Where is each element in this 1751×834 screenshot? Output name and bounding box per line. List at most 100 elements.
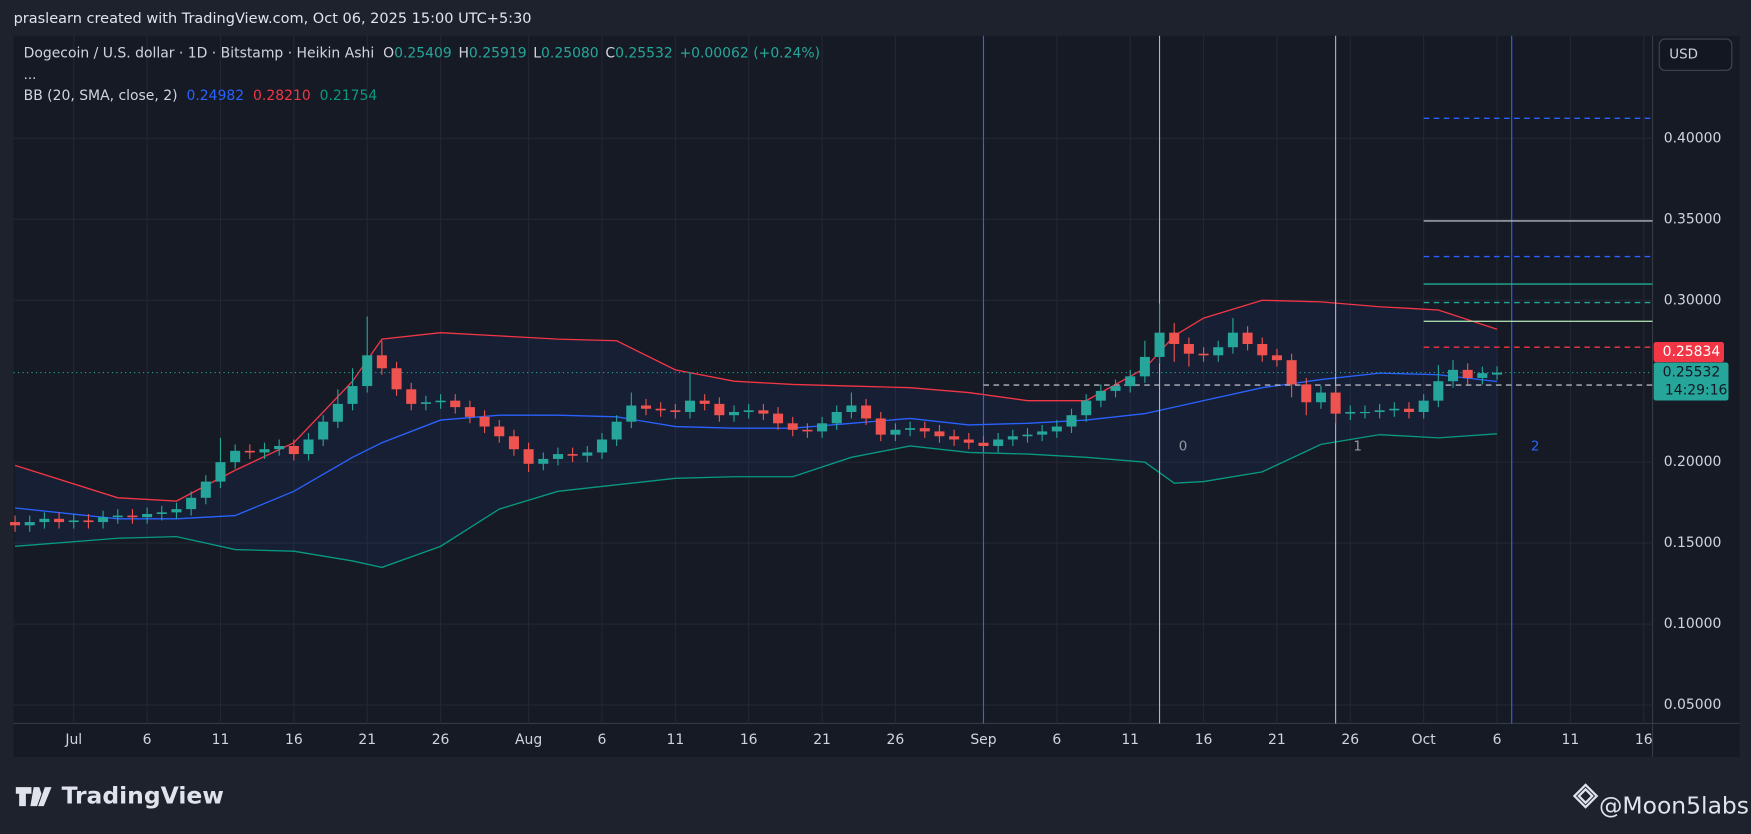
band-line <box>14 299 1498 502</box>
cycle-label: 2 <box>1531 439 1540 454</box>
candle-body <box>582 452 593 456</box>
candle-body <box>1477 373 1488 378</box>
x-tick-label: 26 <box>1341 732 1359 748</box>
candle-body <box>567 454 578 456</box>
candle-body <box>787 423 798 430</box>
ohlc-value: 0.25080 <box>541 46 599 62</box>
candle-body <box>743 410 754 412</box>
candle-body <box>230 450 241 463</box>
candle-body <box>1389 408 1400 411</box>
candle-body <box>274 445 285 450</box>
candle-body <box>817 423 828 432</box>
candle-body <box>1183 343 1194 354</box>
candle-body <box>54 518 65 523</box>
brand-logo <box>15 787 52 807</box>
candle-body <box>963 439 974 443</box>
candle-body <box>655 408 666 411</box>
candle-body <box>406 389 417 404</box>
x-tick-label: Sep <box>970 732 996 748</box>
x-tick-label: 11 <box>666 732 684 748</box>
candle-body <box>479 416 490 427</box>
x-tick-label: Aug <box>515 732 542 748</box>
candle-body <box>670 410 681 412</box>
candle-body <box>391 368 402 390</box>
time-axis <box>13 723 1740 757</box>
change: +0.00062 (+0.24%) <box>679 46 820 62</box>
candle-body <box>494 426 505 437</box>
candle-body <box>1110 386 1121 391</box>
marker-price: 0.25834 <box>1663 344 1721 360</box>
candle-body <box>142 513 153 518</box>
candle-body <box>1139 356 1150 377</box>
candle-body <box>68 520 79 523</box>
candle-body <box>846 405 857 412</box>
x-tick-label: 6 <box>1052 732 1061 748</box>
indicator-value: 0.24982 <box>186 88 244 104</box>
candle-body <box>523 449 534 464</box>
currency[interactable]: USD <box>1669 48 1698 63</box>
candle-body <box>112 515 123 518</box>
candle-body <box>1213 347 1224 356</box>
ohlc-label: H <box>458 46 468 62</box>
marker-price-box <box>1653 342 1725 363</box>
candle-body <box>1066 415 1077 427</box>
currency-button[interactable] <box>1658 38 1733 71</box>
ohlc-value: 0.25409 <box>394 46 452 62</box>
x-tick-label: Jul <box>64 732 82 748</box>
x-tick-label: 16 <box>285 732 303 748</box>
cycle-label: 1 <box>1353 439 1362 454</box>
y-tick-label: 0.20000 <box>1664 454 1722 470</box>
candle-body <box>127 515 138 518</box>
candle-body <box>1447 369 1459 382</box>
plot-area <box>13 35 1653 724</box>
candle-body <box>890 429 901 435</box>
ohlc-value: 0.25532 <box>615 46 673 62</box>
attribution: praslearn created with TradingView.com, … <box>14 11 532 27</box>
x-tick-label: 11 <box>1121 732 1139 748</box>
candle-body <box>303 439 314 455</box>
candle-body <box>699 400 710 404</box>
candle-body <box>538 458 549 464</box>
candle-body <box>1037 431 1048 435</box>
x-tick-label: 21 <box>1268 732 1286 748</box>
candle-body <box>186 497 197 510</box>
candle-body <box>1242 332 1253 344</box>
y-tick-label: 0.10000 <box>1664 616 1722 632</box>
candle-body <box>773 413 784 424</box>
candle-body <box>362 355 373 387</box>
candle-body <box>1462 369 1473 378</box>
band-line <box>15 433 1498 569</box>
candle-body <box>919 428 930 432</box>
candle-body <box>875 418 886 435</box>
candle-body <box>1271 355 1282 361</box>
candle-body <box>259 449 270 453</box>
candle-body <box>596 439 607 453</box>
candle-body <box>215 462 226 482</box>
x-tick-label: 16 <box>1635 732 1653 748</box>
y-tick-label: 0.05000 <box>1664 697 1722 713</box>
candle-body <box>508 436 519 450</box>
chart: 0.05000 0.10000 0.15000 0.20000 0.30000 0.350… <box>10 35 1729 748</box>
candle-body <box>758 410 769 414</box>
symbol-legend: Dogecoin / U.S. dollar · 1D · Bitstamp ·… <box>24 46 820 62</box>
y-tick-label: 0.35000 <box>1664 211 1722 227</box>
indicator-value: 0.21754 <box>320 88 378 104</box>
candle-body <box>332 403 343 422</box>
ohlc-label: C <box>605 46 615 62</box>
candle-body <box>24 522 35 526</box>
x-tick-label: 6 <box>143 732 152 748</box>
x-tick-label: 11 <box>212 732 230 748</box>
x-tick-label: 6 <box>1493 732 1502 748</box>
candle-body <box>1403 408 1415 412</box>
indicator-value: 0.28210 <box>253 88 311 104</box>
x-tick-label: 21 <box>813 732 831 748</box>
candle-body <box>288 445 299 455</box>
y-tick-label: 0.40000 <box>1664 130 1722 146</box>
candle-body <box>1051 426 1062 432</box>
candle-body <box>420 402 431 404</box>
countdown: 14:29:16 <box>1665 382 1728 398</box>
candle-body <box>831 411 842 424</box>
symbol-title: Dogecoin / U.S. dollar · 1D · Bitstamp ·… <box>24 46 375 62</box>
ohlc-label: L <box>533 46 541 62</box>
